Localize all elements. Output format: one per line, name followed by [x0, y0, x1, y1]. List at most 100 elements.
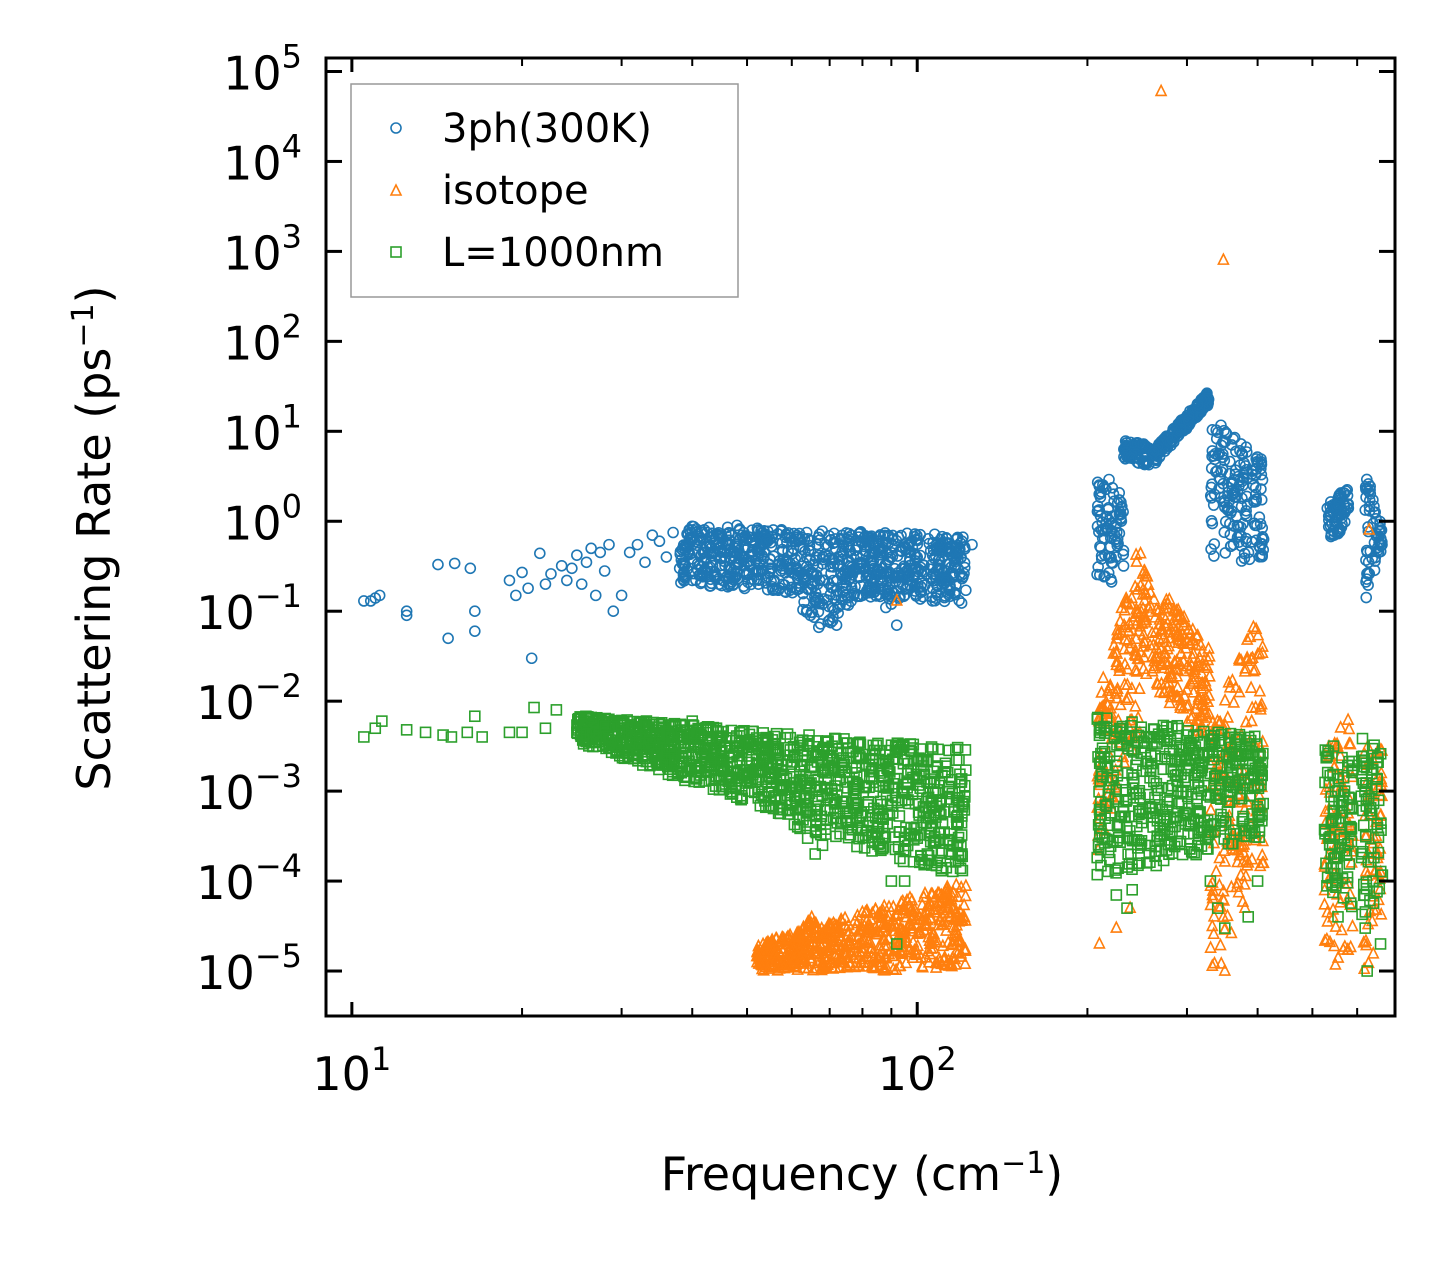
data-point — [1357, 935, 1370, 948]
data-point — [781, 728, 794, 740]
data-point — [877, 961, 891, 974]
data-point — [890, 619, 903, 631]
data-point — [818, 574, 831, 587]
data-point — [883, 553, 895, 566]
data-point — [1362, 567, 1374, 579]
data-point — [1333, 498, 1345, 510]
data-point — [1199, 833, 1212, 846]
data-point — [1100, 800, 1113, 813]
data-point — [1253, 646, 1266, 659]
data-point — [597, 716, 610, 728]
data-point — [1183, 411, 1195, 423]
data-point — [772, 936, 785, 950]
data-point — [432, 558, 444, 571]
data-point — [738, 559, 750, 571]
data-point — [1176, 848, 1189, 861]
data-point — [1187, 669, 1201, 682]
data-point — [1345, 822, 1358, 835]
data-point — [1113, 486, 1126, 499]
data-point — [927, 926, 941, 940]
data-point — [1321, 750, 1333, 763]
data-point — [1230, 445, 1242, 458]
data-point — [819, 823, 832, 835]
data-point — [1334, 748, 1347, 761]
data-point — [1360, 573, 1373, 585]
data-point — [1214, 937, 1227, 951]
data-point — [800, 770, 812, 783]
data-point — [1158, 653, 1172, 667]
data-point — [1255, 773, 1267, 786]
data-point — [866, 557, 879, 570]
data-point — [1234, 521, 1247, 533]
data-point — [1192, 398, 1204, 411]
data-point — [1187, 674, 1201, 687]
data-point — [1356, 732, 1369, 745]
data-point — [831, 574, 843, 587]
data-point — [775, 958, 789, 971]
data-point — [1112, 795, 1125, 808]
data-point — [841, 945, 854, 959]
data-point — [1196, 821, 1208, 834]
data-point — [1336, 872, 1349, 885]
data-point — [1133, 808, 1145, 821]
data-point — [1191, 805, 1204, 817]
data-point — [1175, 768, 1187, 781]
data-point — [1321, 766, 1334, 779]
data-point — [1092, 840, 1105, 853]
data-point — [1173, 751, 1186, 763]
data-point — [1201, 392, 1214, 405]
data-point — [836, 529, 848, 542]
data-point — [1323, 510, 1335, 522]
data-point — [939, 757, 952, 770]
data-point — [1144, 604, 1157, 617]
data-point — [1374, 518, 1386, 531]
data-point — [1246, 650, 1259, 664]
data-point — [710, 738, 723, 751]
data-point — [1337, 771, 1350, 784]
data-point — [1205, 733, 1218, 746]
data-point — [1110, 759, 1122, 772]
data-point — [589, 589, 602, 602]
data-point — [866, 960, 879, 973]
data-point — [828, 536, 841, 549]
data-point — [752, 552, 764, 565]
data-point — [555, 559, 568, 572]
data-point — [949, 877, 963, 890]
data-point — [880, 559, 892, 572]
data-point — [1251, 875, 1264, 887]
data-point — [1218, 692, 1232, 706]
data-point — [1121, 902, 1133, 914]
data-point — [791, 962, 804, 975]
data-point — [809, 915, 823, 929]
data-point — [885, 875, 898, 887]
data-point — [950, 743, 962, 756]
data-point — [697, 741, 710, 754]
data-point — [1147, 446, 1160, 458]
data-point — [464, 562, 477, 575]
data-point — [825, 753, 838, 766]
data-point — [1218, 496, 1231, 509]
data-point — [1129, 547, 1143, 560]
data-point — [1249, 699, 1262, 713]
data-point — [816, 839, 829, 852]
data-point — [1206, 478, 1218, 490]
data-point — [1225, 478, 1238, 490]
data-point — [1243, 553, 1256, 566]
data-point — [1357, 754, 1369, 767]
data-point — [1365, 856, 1377, 868]
data-point — [1174, 692, 1188, 706]
data-point — [1157, 601, 1171, 614]
data-point — [1171, 430, 1184, 443]
data-point — [934, 894, 948, 908]
data-point — [1143, 847, 1156, 860]
data-point — [803, 554, 816, 566]
data-point — [1101, 510, 1113, 523]
data-point — [848, 913, 861, 926]
data-point — [939, 766, 952, 778]
data-point — [1210, 432, 1223, 445]
data-point — [921, 943, 935, 957]
data-points-layer — [358, 83, 1389, 977]
data-point — [1217, 843, 1231, 857]
data-point — [1212, 726, 1224, 739]
data-point — [1324, 769, 1336, 782]
